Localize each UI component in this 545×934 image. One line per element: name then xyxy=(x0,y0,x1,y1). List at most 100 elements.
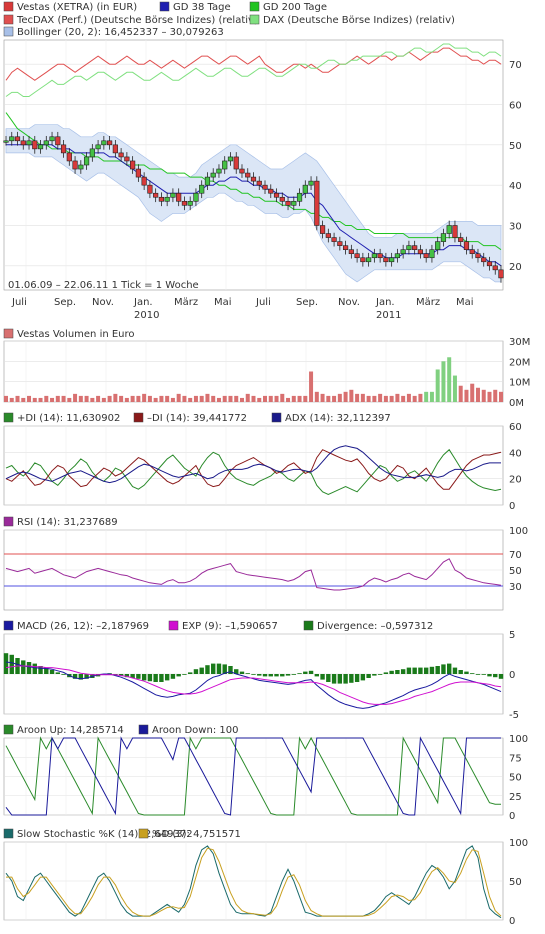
divergence-bar xyxy=(193,669,199,674)
candle xyxy=(256,180,262,186)
candle xyxy=(492,265,498,271)
y-tick-label: -5 xyxy=(509,710,519,721)
candle xyxy=(279,196,285,202)
divergence-bar xyxy=(326,674,331,682)
legend-label: EXP (9): –1,590657 xyxy=(182,621,278,632)
y-tick-label: 20M xyxy=(509,357,530,368)
legend-swatch xyxy=(249,1,260,12)
legend-label: DAX (Deutsche Börse Indizes) (relativ) xyxy=(263,15,455,26)
candle xyxy=(60,144,67,154)
divergence-bar xyxy=(493,674,498,678)
legend-label: +DI (14): 11,630902 xyxy=(17,413,120,424)
candle xyxy=(273,192,280,198)
candle xyxy=(245,172,251,178)
candle xyxy=(55,136,61,146)
legend-swatch xyxy=(138,724,149,735)
divergence-bar xyxy=(395,670,400,674)
candle xyxy=(342,245,349,250)
divergence-bar xyxy=(470,673,475,674)
divergence-bar xyxy=(176,674,181,677)
divergence-bar xyxy=(262,674,268,677)
candle xyxy=(435,241,441,250)
legend-swatch xyxy=(3,724,14,735)
divergence-bar xyxy=(366,674,371,678)
candle xyxy=(389,257,395,263)
divergence-bar xyxy=(124,674,130,678)
candle xyxy=(199,184,205,194)
volume-bar xyxy=(245,393,250,402)
volume-bar xyxy=(113,393,118,402)
candle xyxy=(291,200,297,206)
x-tick-label: Juli xyxy=(11,297,27,308)
y-tick-label: 0 xyxy=(509,670,515,681)
divergence-bar xyxy=(130,674,135,678)
divergence-bar xyxy=(141,674,147,681)
legend: Vestas (XETRA) (in EUR) GD 38 Tage GD 200 … xyxy=(3,1,455,38)
candle xyxy=(486,261,493,267)
candle xyxy=(360,257,366,263)
candle xyxy=(400,249,406,255)
y-tick-label: 60 xyxy=(509,422,522,433)
y-tick-label: 30 xyxy=(509,582,522,593)
divergence-bar xyxy=(164,674,170,681)
year-label: 2010 xyxy=(134,310,159,321)
legend: MACD (26, 12): –2,187969 EXP (9): –1,5906… xyxy=(3,620,433,632)
divergence-bar xyxy=(475,674,481,675)
divergence-bar xyxy=(487,674,492,677)
volume-bar xyxy=(493,389,498,402)
divergence-bar xyxy=(228,666,233,674)
series-line xyxy=(5,558,502,591)
volume-bar xyxy=(441,361,446,402)
candle xyxy=(331,237,337,242)
candle xyxy=(366,257,372,263)
divergence-bar xyxy=(44,667,49,674)
candle xyxy=(440,233,447,242)
candle xyxy=(314,180,320,226)
candle xyxy=(181,200,188,206)
volume-bar xyxy=(447,357,452,402)
legend-label: Vestas Volumen in Euro xyxy=(17,329,135,340)
x-tick-label: Mai xyxy=(456,297,474,308)
divergence-bar xyxy=(320,674,325,680)
y-tick-label: 0 xyxy=(509,811,515,822)
divergence-bar xyxy=(343,674,348,684)
candle xyxy=(423,253,429,259)
volume-bar xyxy=(136,395,141,402)
y-tick-label: 25 xyxy=(509,792,522,803)
y-tick-label: 50 xyxy=(509,773,522,784)
volume-bar xyxy=(429,391,434,402)
x-tick-label: Mai xyxy=(214,297,232,308)
volume-bar xyxy=(337,393,342,402)
volume-bar xyxy=(124,397,129,402)
y-tick-label: 20 xyxy=(509,262,522,273)
candle xyxy=(147,184,153,194)
x-tick-label: März xyxy=(174,297,198,308)
candle xyxy=(481,257,487,263)
volume-bar xyxy=(159,395,164,402)
candle xyxy=(20,140,26,146)
volume-bar xyxy=(418,393,423,402)
divergence-bar xyxy=(429,666,435,674)
divergence-bar xyxy=(458,670,463,674)
divergence-bar xyxy=(314,674,320,677)
volume-bar xyxy=(499,391,503,402)
candle xyxy=(250,176,257,182)
divergence-bar xyxy=(360,674,366,681)
candle xyxy=(89,148,95,158)
candle xyxy=(176,192,182,202)
volume-bar xyxy=(435,369,440,402)
candle xyxy=(227,156,234,162)
series-line xyxy=(6,847,502,917)
series-line xyxy=(5,47,502,81)
divergence-bar xyxy=(418,667,423,674)
divergence-bar xyxy=(182,674,187,675)
volume-bar xyxy=(464,389,469,402)
y-tick-label: 50 xyxy=(509,141,522,152)
divergence-bar xyxy=(72,674,78,679)
divergence-bar xyxy=(61,674,66,675)
candle xyxy=(66,152,72,162)
legend-label: Aroon Up: 14,285714 xyxy=(17,725,124,736)
y-tick-label: 40 xyxy=(509,448,522,459)
candle xyxy=(319,225,326,234)
